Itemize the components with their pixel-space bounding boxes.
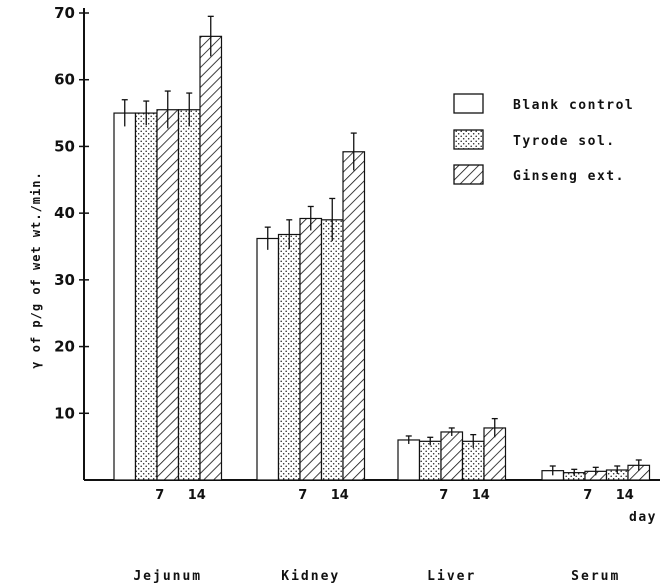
bar bbox=[256, 237, 280, 481]
bar bbox=[134, 112, 158, 481]
day-label-7: 7 bbox=[583, 488, 592, 503]
bar bbox=[177, 109, 201, 481]
y-tick-label: 40 bbox=[54, 204, 75, 222]
y-tick-label: 20 bbox=[54, 338, 75, 356]
bar bbox=[320, 219, 344, 481]
bar bbox=[199, 35, 223, 481]
legend-swatch bbox=[453, 164, 484, 185]
legend-swatch bbox=[453, 129, 484, 150]
day-label-14: 14 bbox=[472, 488, 490, 503]
bar bbox=[418, 440, 442, 481]
y-axis-label: γ of p/g of wet wt./min. bbox=[29, 171, 43, 368]
group-label: Liver bbox=[427, 569, 476, 584]
day-label-7: 7 bbox=[439, 488, 448, 503]
group-label: Kidney bbox=[281, 569, 340, 584]
bar bbox=[113, 112, 137, 481]
y-tick-label: 10 bbox=[54, 404, 75, 422]
x-axis: 7 14 Jejunum 7 14 Kidney 7 14 Liver 7 14 Serum day bbox=[84, 479, 660, 584]
y-tick-label: 50 bbox=[54, 137, 75, 155]
day-label-14: 14 bbox=[616, 488, 634, 503]
bar bbox=[156, 109, 180, 481]
day-label-7: 7 bbox=[155, 488, 164, 503]
day-label-7: 7 bbox=[298, 488, 307, 503]
bar bbox=[277, 233, 301, 481]
bars bbox=[113, 15, 651, 481]
legend-label: Blank control bbox=[513, 98, 634, 113]
bar bbox=[342, 151, 366, 481]
y-tick-label: 60 bbox=[54, 71, 75, 89]
y-tick-label: 70 bbox=[54, 4, 75, 22]
bar bbox=[299, 217, 323, 481]
legend: Blank control Tyrode sol. Ginseng ext. bbox=[453, 93, 634, 185]
bar bbox=[440, 431, 464, 481]
group-label: Jejunum bbox=[133, 569, 202, 584]
day-label-14: 14 bbox=[188, 488, 206, 503]
legend-label: Ginseng ext. bbox=[513, 169, 625, 184]
group-label: Serum bbox=[571, 569, 620, 584]
legend-swatch bbox=[453, 93, 484, 114]
x-unit-label: day bbox=[629, 510, 657, 525]
y-axis: 10 20 30 40 50 60 70 bbox=[54, 4, 89, 480]
day-label-14: 14 bbox=[331, 488, 349, 503]
bar bbox=[397, 439, 421, 481]
legend-label: Tyrode sol. bbox=[513, 134, 616, 149]
y-tick-label: 30 bbox=[54, 271, 75, 289]
